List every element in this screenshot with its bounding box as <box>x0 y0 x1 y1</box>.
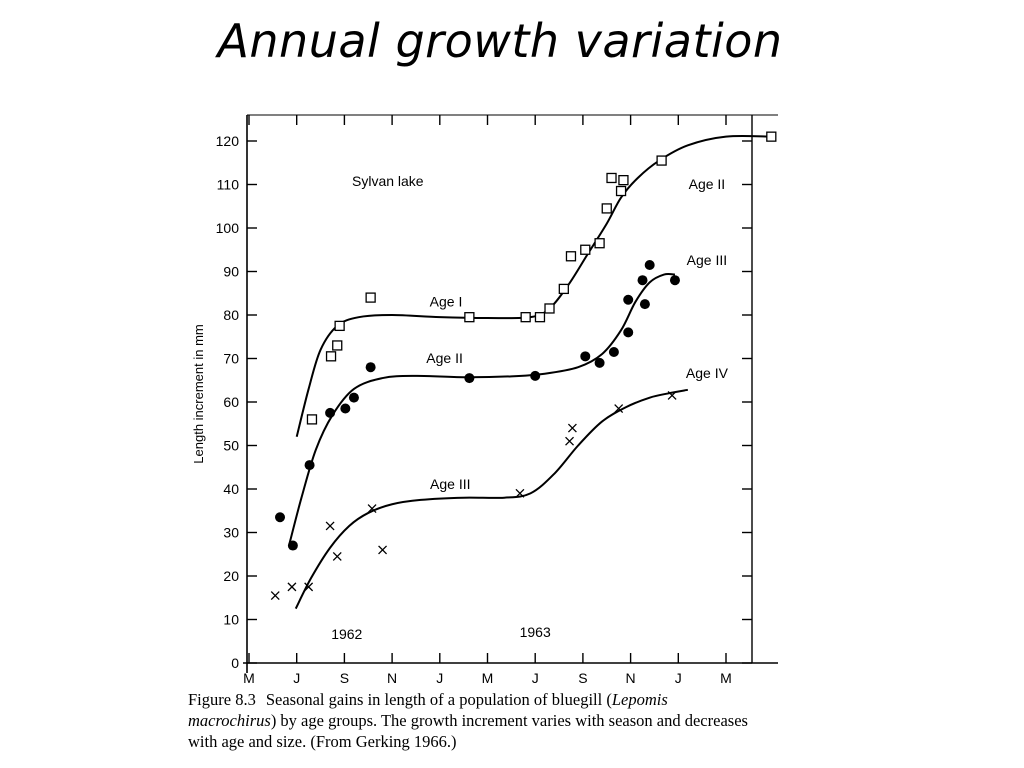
age-ii-circle-point <box>340 403 351 414</box>
curve-label: Age I <box>430 293 463 309</box>
age-i-square-point <box>766 131 777 142</box>
y-tick-label: 100 <box>216 220 240 236</box>
y-tick-label: 120 <box>216 133 240 149</box>
x-tick-label: J <box>532 670 539 686</box>
age-iii-cross-point <box>325 521 335 531</box>
x-tick-label: M <box>482 670 494 686</box>
age-iii-cross-point <box>565 436 575 446</box>
age-iii-cross-point <box>287 582 297 592</box>
caption-species-name: Lepomis macrochirus <box>188 690 668 730</box>
age-ii-circle-point <box>348 392 359 403</box>
y-tick-label: 90 <box>223 264 239 280</box>
age-iii-cross-point <box>332 551 342 561</box>
curve-label: Age III <box>687 252 727 268</box>
age-i-square-point <box>615 185 627 197</box>
x-tick-label: M <box>720 670 732 686</box>
age-i-square-point <box>332 340 343 351</box>
age-ii-circle-point <box>325 407 336 418</box>
y-tick-label: 30 <box>223 525 239 541</box>
x-tick-label: S <box>340 670 349 686</box>
figure-number: Figure 8.3 <box>188 690 256 709</box>
age-i-square-point <box>594 238 605 249</box>
age-ii-circle-point <box>464 373 475 384</box>
age-i-square-point <box>534 312 546 323</box>
age-i-square-point <box>618 174 629 186</box>
age-i-square-point <box>544 303 555 314</box>
age-i-square-point <box>365 292 376 303</box>
age-i-square-point <box>306 414 318 425</box>
curve-label: Age II <box>689 176 726 192</box>
y-tick-label: 50 <box>223 438 239 454</box>
age-iii-cross-point <box>667 391 677 400</box>
age-i-square-point <box>558 283 569 295</box>
age-ii-circle-point <box>365 362 376 373</box>
x-tick-label: M <box>243 670 255 686</box>
y-tick-label: 80 <box>223 307 239 323</box>
x-tick-label: J <box>293 670 300 686</box>
age-ii-circle-point <box>623 327 634 338</box>
age-i-square-point <box>334 320 345 332</box>
age-ii-circle-point <box>644 259 655 270</box>
age-ii-circle-point <box>530 370 541 381</box>
age-i-square-point <box>464 312 475 323</box>
age-i-square-point <box>565 251 577 262</box>
age-i-square-point <box>656 155 667 166</box>
age-iii-cross-point <box>515 488 525 498</box>
x-tick-label: J <box>436 670 443 686</box>
x-tick-label: J <box>675 670 682 686</box>
age-ii-circle-point <box>594 357 605 368</box>
age-ii-circle-point <box>304 460 315 471</box>
age-iii-cross-point <box>614 404 624 413</box>
age-i-square-point <box>325 351 337 362</box>
curve-label: Age III <box>430 476 470 492</box>
y-axis-label: Length increment in mm <box>191 324 206 463</box>
age-iii-cross-point <box>304 582 314 592</box>
age-i-square-point <box>601 203 612 214</box>
age-i-square-point <box>520 312 531 323</box>
age-ii-circle-point <box>287 540 298 551</box>
y-tick-label: 110 <box>217 177 240 193</box>
y-tick-label: 40 <box>223 481 239 497</box>
age-iii-cross-point <box>378 545 388 555</box>
x-tick-label: N <box>626 670 636 686</box>
caption-text-before: Seasonal gains in length of a population… <box>265 690 612 709</box>
age-ii-circle-point <box>639 299 650 310</box>
growth-curve <box>288 272 676 544</box>
curve-label: Age IV <box>686 365 729 381</box>
age-i-square-point <box>606 172 617 184</box>
slide-title: Annual growth variation <box>217 14 783 68</box>
curve-label: Age II <box>426 350 463 366</box>
y-tick-label: 20 <box>223 568 239 584</box>
figure-caption: Figure 8.3 Seasonal gains in length of a … <box>188 689 748 752</box>
x-tick-label: N <box>387 670 397 686</box>
age-iii-cross-point <box>270 591 280 601</box>
age-ii-circle-point <box>623 294 634 305</box>
y-tick-label: 60 <box>223 394 239 410</box>
year-label: 1963 <box>520 624 551 640</box>
y-tick-label: 0 <box>231 655 239 671</box>
chart-annotation: Sylvan lake <box>352 173 424 189</box>
growth-curve <box>294 388 689 610</box>
age-iii-cross-point <box>567 423 577 433</box>
age-i-square-point <box>580 244 591 255</box>
caption-text-after: ) by age groups. The growth increment va… <box>188 711 748 751</box>
age-ii-circle-point <box>669 275 680 286</box>
year-label: 1962 <box>331 626 362 642</box>
age-iii-cross-point <box>367 504 377 514</box>
x-tick-label: S <box>578 670 587 686</box>
y-tick-label: 70 <box>223 351 239 367</box>
age-ii-circle-point <box>275 512 286 523</box>
age-ii-circle-point <box>608 346 619 357</box>
age-ii-circle-point <box>637 275 648 286</box>
age-ii-circle-point <box>580 351 591 362</box>
growth-chart: 0 10 20 30 40 50 60 70 80 90 100 110 120 M J S N J M J S N J M L… <box>191 114 778 686</box>
y-tick-label: 10 <box>223 612 239 628</box>
